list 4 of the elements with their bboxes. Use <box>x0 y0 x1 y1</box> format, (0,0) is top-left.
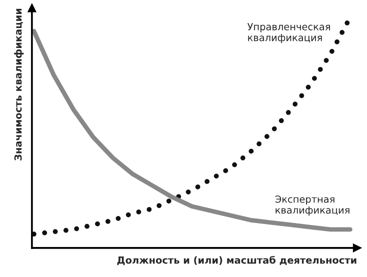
y-axis-title: Значимость квалификации <box>14 8 24 160</box>
x-axis-title: Должность и (или) масштаб деятельности <box>117 256 356 266</box>
series-label: Экспертная квалификация <box>275 195 350 216</box>
series-label: Управленческая квалификация <box>247 23 330 44</box>
